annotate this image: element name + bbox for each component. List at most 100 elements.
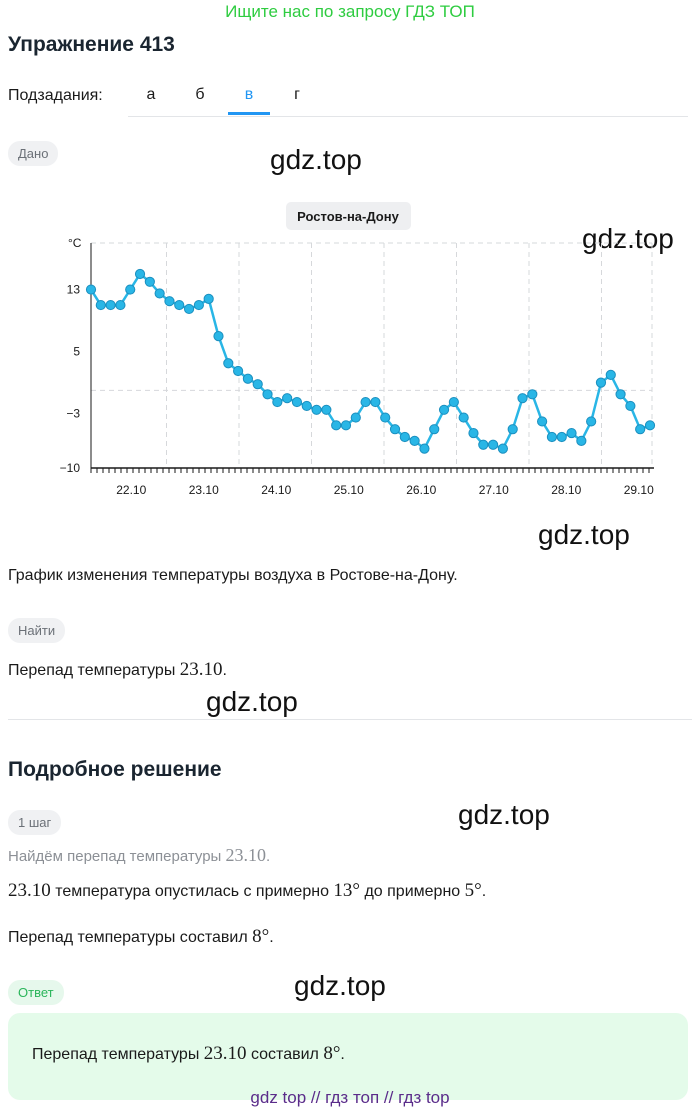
data-point (213, 331, 224, 342)
solution-line-1: 23.10 температура опустилась с примерно … (8, 880, 487, 901)
data-point (644, 420, 656, 431)
data-point (85, 284, 97, 295)
data-point (183, 303, 195, 315)
data-point (556, 431, 567, 443)
x-tick-label: 27.10 (479, 483, 509, 497)
given-text: График изменения температуры воздуха в Р… (8, 567, 458, 584)
data-point (105, 299, 116, 311)
data-point (164, 296, 175, 307)
watermark: gdz.top (206, 686, 298, 717)
series-points (85, 268, 656, 454)
answer-text: Перепад температуры 23.10 составил 8°. (32, 1043, 345, 1064)
data-point (458, 412, 469, 423)
data-point (419, 443, 430, 454)
data-point (507, 424, 518, 435)
x-tick-label: 28.10 (551, 483, 581, 497)
data-point (429, 424, 440, 435)
subtasks-label: Подзадания: (8, 87, 103, 104)
data-point (537, 416, 548, 427)
tab-a[interactable]: а (146, 86, 156, 103)
y-tick-label: 13 (67, 283, 81, 297)
x-tick-label: 22.10 (116, 483, 146, 497)
x-tick-label: 26.10 (406, 483, 436, 497)
data-point (115, 299, 126, 311)
data-point (272, 396, 283, 408)
data-point (389, 424, 401, 435)
data-point (399, 431, 410, 443)
x-tick-label: 23.10 (189, 483, 219, 497)
data-point (605, 369, 616, 380)
watermark: gdz.top (270, 144, 362, 175)
data-point (174, 299, 185, 311)
x-tick-label: 24.10 (261, 483, 291, 497)
footer-links[interactable]: gdz top // гдз топ // гдз top (250, 1088, 450, 1107)
y-tick-label: 5 (73, 345, 80, 359)
page-title: Упражнение 413 (8, 33, 175, 56)
data-point (635, 424, 646, 435)
tab-g[interactable]: г (294, 86, 300, 103)
y-tick-label: −10 (60, 461, 81, 475)
data-point (233, 365, 244, 377)
data-point (331, 420, 342, 431)
answer-badge: Ответ (8, 980, 64, 1005)
data-point (252, 379, 263, 390)
answer-box (8, 1013, 688, 1100)
step-badge: 1 шаг (8, 810, 62, 835)
subtasks-tabs: а б в г (128, 78, 688, 117)
data-point (144, 276, 155, 287)
data-point (282, 393, 293, 404)
data-point (360, 396, 371, 408)
find-badge: Найти (8, 618, 66, 643)
y-axis-unit: °C (68, 236, 82, 250)
data-point (203, 293, 214, 304)
data-point (321, 404, 332, 415)
data-point (595, 377, 607, 388)
data-point (154, 288, 165, 299)
data-point (193, 299, 204, 311)
data-point (517, 393, 528, 404)
data-point (370, 396, 381, 408)
data-point (468, 427, 479, 439)
x-tick-label: 25.10 (334, 483, 364, 497)
solution-title: Подробное решение (8, 758, 222, 781)
solution-line-2: Перепад температуры составил 8°. (8, 926, 274, 947)
data-point (566, 427, 577, 439)
chart-title-bg (286, 202, 411, 230)
data-point (586, 416, 597, 427)
data-point (615, 389, 626, 400)
data-point (487, 439, 499, 450)
data-point (291, 396, 303, 408)
watermark: gdz.top (458, 799, 550, 830)
find-text: Перепад температуры 23.10. (8, 659, 227, 680)
chart-axes (90, 243, 654, 473)
data-point (625, 400, 636, 412)
step-text: Найдём перепад температуры 23.10. (8, 845, 271, 865)
data-point (576, 435, 587, 446)
data-point (409, 435, 420, 446)
data-point (478, 439, 489, 450)
data-point (527, 389, 538, 400)
tab-b[interactable]: б (195, 86, 205, 103)
chart-grid (91, 242, 653, 468)
active-tab-indicator (228, 112, 270, 115)
watermark: gdz.top (294, 970, 386, 1001)
temperature-chart: Ростов-на-Дону °C 13 5 −3 −10 22.10 23.10 24.… (60, 202, 656, 497)
data-point (438, 404, 450, 415)
data-point (301, 400, 312, 412)
data-point (380, 412, 391, 423)
divider (8, 719, 692, 720)
data-point (340, 420, 352, 431)
tab-v[interactable]: в (244, 86, 254, 103)
y-tick-labels: 13 5 −3 −10 (60, 283, 81, 475)
x-tick-label: 29.10 (624, 483, 654, 497)
given-badge: Дано (8, 141, 59, 166)
data-point (448, 396, 459, 408)
data-point (242, 373, 254, 384)
data-point (350, 412, 361, 423)
data-point (311, 404, 322, 415)
chart-title: Ростов-на-Дону (297, 209, 399, 224)
data-point (262, 389, 273, 400)
data-point (134, 268, 146, 280)
promo-banner: Ищите нас по запросу ГДЗ ТОП (225, 2, 475, 21)
data-point (546, 431, 558, 443)
